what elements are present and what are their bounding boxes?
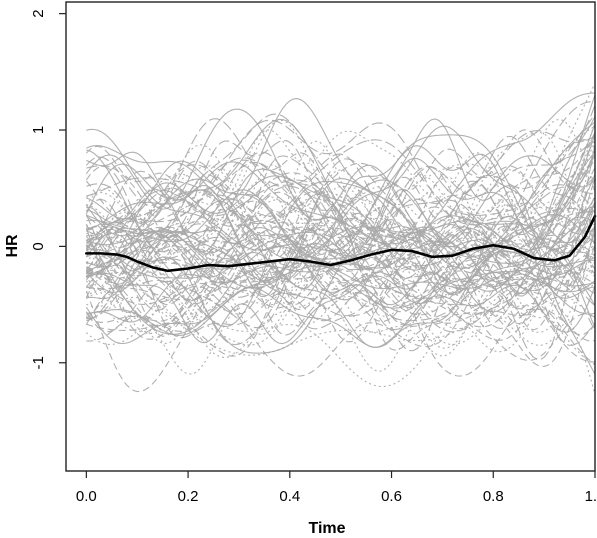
background-curve [86, 226, 596, 352]
background-curve [86, 128, 596, 252]
background-curve [85, 252, 596, 336]
background-curve [85, 121, 596, 260]
background-curve [86, 203, 596, 359]
background-curve [86, 245, 596, 305]
background-curve [86, 265, 596, 336]
background-curve [85, 119, 596, 307]
mean-hr-curve [85, 214, 597, 273]
background-curve [85, 284, 596, 348]
x-tick-label: 0.2 [178, 488, 199, 505]
background-curve [86, 158, 596, 346]
background-curve [86, 202, 596, 336]
plot-frame [65, 1, 596, 472]
x-tick-label: 0.0 [76, 488, 97, 505]
background-curve [86, 143, 596, 344]
x-tick-label: 0.6 [381, 488, 402, 505]
background-curve [85, 135, 596, 257]
background-curve [85, 131, 596, 290]
background-curve [85, 177, 596, 313]
background-curve [86, 168, 596, 295]
background-curve [85, 104, 596, 306]
background-curve [86, 113, 596, 279]
background-curve [86, 139, 596, 255]
background-curves-layer [85, 83, 596, 395]
background-curve [85, 230, 596, 347]
y-tick-label: 0 [30, 242, 47, 250]
x-axis-title: Time [308, 520, 345, 537]
background-curve [86, 145, 596, 294]
y-axis: -1 0 1 2 [30, 9, 66, 369]
background-curve [86, 227, 596, 313]
background-curve [86, 207, 596, 268]
background-curve [86, 124, 596, 292]
background-curve [85, 204, 596, 330]
y-axis-title: HR [4, 234, 21, 258]
background-curve [86, 261, 596, 356]
background-curve [85, 234, 596, 333]
background-curve [86, 164, 596, 341]
background-curve [86, 186, 596, 284]
background-curve [85, 199, 596, 346]
background-curve [86, 83, 596, 295]
background-curve [86, 194, 596, 282]
background-curve [85, 172, 596, 340]
background-curve [86, 122, 596, 266]
y-tick-label: 1 [30, 126, 47, 134]
background-curve [86, 199, 596, 308]
y-tick-label: -1 [30, 356, 47, 369]
background-curve [86, 114, 596, 225]
x-axis: 0.0 0.2 0.4 0.6 0.8 1.0 [76, 471, 597, 505]
background-curve [86, 94, 596, 328]
background-curve [86, 219, 596, 327]
background-curve [86, 98, 596, 246]
background-curve [86, 224, 596, 301]
background-curve [86, 116, 596, 306]
x-tick-label: 0.8 [483, 488, 504, 505]
background-curve [85, 133, 596, 261]
y-tick-label: 2 [30, 9, 47, 17]
background-curve [85, 150, 596, 319]
background-curve [85, 108, 596, 269]
x-tick-label: 1.0 [585, 488, 597, 505]
background-curve [85, 140, 596, 288]
background-curve [85, 222, 596, 393]
background-curve [86, 242, 596, 335]
background-curve [85, 202, 596, 310]
background-curve [85, 135, 596, 268]
background-curve [86, 169, 596, 366]
background-curve [86, 224, 596, 367]
background-curve [85, 163, 596, 346]
background-curve [86, 155, 596, 293]
background-curve [85, 169, 596, 277]
mean-curve-layer [85, 214, 597, 273]
background-curve [85, 268, 596, 395]
background-curve [85, 179, 596, 299]
x-tick-label: 0.4 [279, 488, 300, 505]
background-curve [85, 141, 596, 372]
